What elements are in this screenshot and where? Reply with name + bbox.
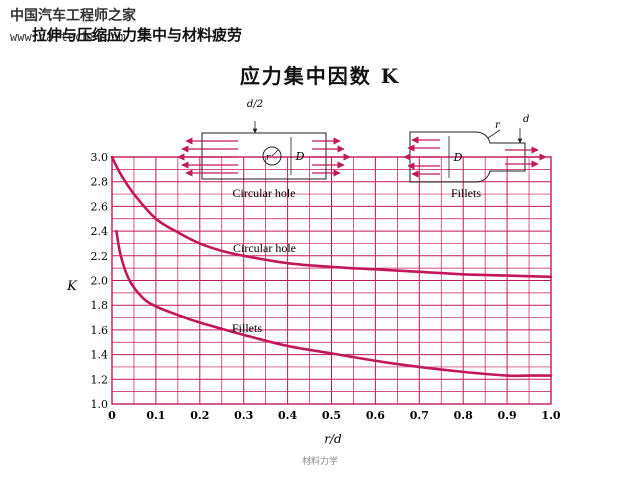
x-tick-label: 0 [108,409,116,422]
x-tick-label: 0.7 [410,409,429,422]
circular-caption: Circular hole [233,186,296,200]
tick-labels: 0 0.1 0.2 0.3 0.4 0.5 0.6 0.7 0.8 0.9 1.0 1.0 1.2 1.4… [91,151,561,422]
x-tick-label: 0.8 [454,409,473,422]
x-tick-label: 0.6 [366,409,385,422]
fillets-dim-side: D [453,151,463,164]
grid [111,156,552,405]
fillets-r-label: r [495,120,501,131]
watermark-url: www.cartech8.com [10,30,126,44]
y-tick-label: 1.0 [91,398,109,411]
series-label-circular-hole: Circular hole [233,241,296,255]
footer-text: 材料力学 [301,457,338,467]
y-tick-label: 3.0 [91,151,109,164]
fillets-diagram: r d D Fillets [403,114,547,200]
y-tick-label: 2.2 [91,250,109,263]
series-line-fillets [115,229,553,378]
y-tick-label: 1.8 [91,299,109,312]
chart-title: 应力集中因数 K [239,64,401,88]
y-tick-label: 2.6 [91,200,109,213]
x-tick-label: 1.0 [541,409,560,422]
y-tick-label: 1.4 [91,349,109,362]
circular-dim-side: D [295,150,305,163]
circular-dim-top: d/2 [247,99,263,110]
series-lines [110,155,553,378]
x-tick-label: 0.1 [146,409,165,422]
x-tick-label: 0.3 [234,409,253,422]
fillets-caption: Fillets [451,186,481,200]
fillets-dim-top: d [523,114,529,125]
series-label-fillets: Fillets [232,321,262,335]
y-axis-label: K [66,279,78,294]
x-tick-label: 0.4 [278,409,297,422]
circular-r-label: r [266,153,271,163]
series-line-circular-hole [110,155,553,279]
y-tick-label: 1.6 [91,324,109,337]
circular-hole-diagram: r d/2 D Circular hole [177,99,351,200]
x-tick-label: 0.2 [190,409,209,422]
watermark-name: 中国汽车工程师之家 [10,8,136,24]
y-tick-label: 2.0 [91,275,109,288]
x-tick-label: 0.5 [322,409,341,422]
y-tick-label: 2.4 [91,225,109,238]
y-tick-label: 2.8 [91,176,109,189]
x-tick-label: 0.9 [498,409,517,422]
x-axis-label: r/d [324,432,342,446]
slide-title: 拉伸与压缩应力集中与材料疲劳 [32,26,243,44]
y-tick-label: 1.2 [91,373,109,386]
